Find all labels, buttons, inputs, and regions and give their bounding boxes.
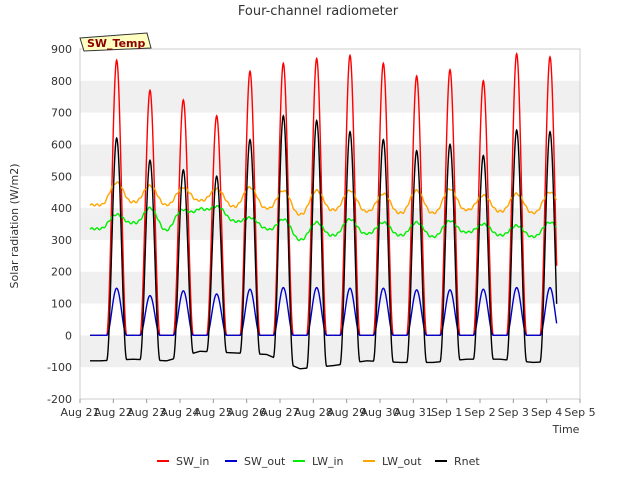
legend-label: LW_out [382, 455, 422, 468]
x-tick-label: Aug 31 [394, 406, 433, 419]
x-tick-label: Aug 24 [161, 406, 200, 419]
x-tick-label: Sep 5 [564, 406, 595, 419]
y-tick-label: 400 [51, 202, 72, 215]
x-tick-label: Sep 3 [498, 406, 529, 419]
x-tick-label: Aug 22 [94, 406, 133, 419]
legend-label: Rnet [454, 455, 480, 468]
annotation-label: SW_Temp [87, 37, 146, 50]
y-tick-label: 100 [51, 298, 72, 311]
legend: SW_in SW_out LW_in LW_out Rnet [157, 455, 480, 468]
y-tick-label: 700 [51, 107, 72, 120]
x-tick-label: Aug 29 [327, 406, 366, 419]
y-tick-label: 300 [51, 234, 72, 247]
y-tick-label: 600 [51, 138, 72, 151]
y-axis-label: Solar radiation (W/m2) [8, 163, 21, 288]
y-tick-label: -200 [47, 393, 72, 406]
y-tick-label: 200 [51, 266, 72, 279]
annotation-box: SW_Temp [79, 32, 152, 52]
legend-label: SW_out [244, 455, 286, 468]
grid-band [80, 335, 580, 368]
legend-label: LW_in [312, 455, 344, 468]
x-tick-label: Aug 26 [227, 406, 266, 419]
grid-band [80, 271, 580, 304]
x-tick-label: Aug 28 [294, 406, 333, 419]
y-tick-label: 500 [51, 170, 72, 183]
x-tick-label: Aug 21 [61, 406, 100, 419]
series-line-lw-out [89, 181, 558, 216]
x-tick-label: Sep 4 [531, 406, 562, 419]
x-tick-label: Sep 2 [464, 406, 495, 419]
y-tick-label: 800 [51, 75, 72, 88]
legend-label: SW_in [176, 455, 209, 468]
x-tick-label: Sep 1 [431, 406, 462, 419]
x-tick-label: Aug 30 [361, 406, 400, 419]
series-line-rnet [90, 114, 558, 370]
x-tick-label: Aug 25 [194, 406, 233, 419]
x-axis-label: Time [552, 423, 580, 436]
chart-title: Four-channel radiometer [238, 4, 399, 19]
y-tick-label: -100 [47, 361, 72, 374]
x-tick-label: Aug 27 [261, 406, 300, 419]
y-tick-label: 0 [65, 329, 72, 342]
x-tick-label: Aug 23 [127, 406, 166, 419]
grid-band [80, 80, 580, 113]
grid-band [80, 144, 580, 177]
y-tick-label: 900 [51, 43, 72, 56]
